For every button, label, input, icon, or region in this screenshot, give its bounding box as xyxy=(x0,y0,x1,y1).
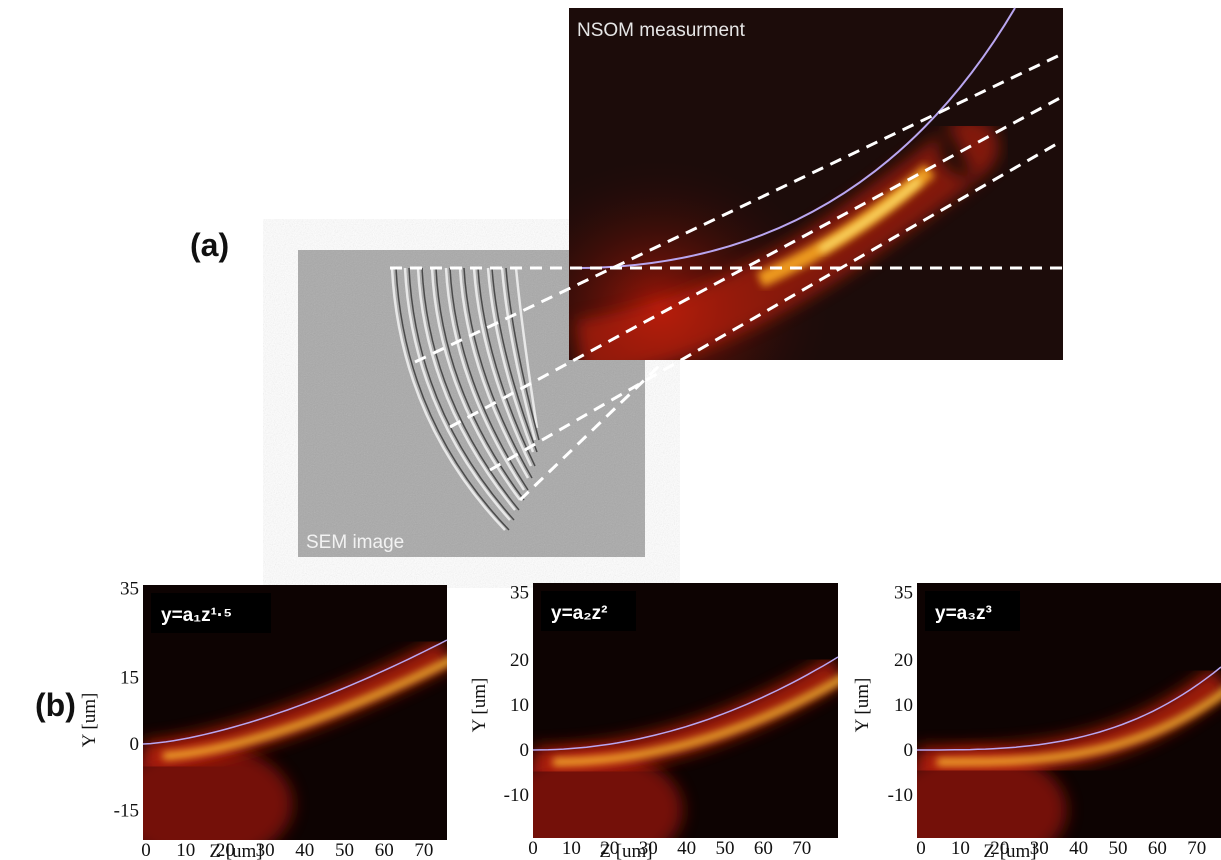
y-axis-label: Y [um] xyxy=(852,678,873,733)
x-axis-label: Z [um] xyxy=(983,841,1036,860)
x-tick-label: 50 xyxy=(1109,838,1128,859)
equation-box xyxy=(541,591,636,631)
x-tick-label: 70 xyxy=(1187,838,1206,859)
x-tick-label: 10 xyxy=(562,838,581,859)
y-tick-label: 35 xyxy=(894,583,913,604)
nsom-label: NSOM measurment xyxy=(577,20,746,41)
equation: y=a₃z³ xyxy=(935,603,992,624)
y-tick-label: 20 xyxy=(510,650,529,671)
x-tick-label: 60 xyxy=(375,840,394,860)
y-tick-label: 10 xyxy=(894,695,913,716)
equation: y=a₂z² xyxy=(551,603,608,624)
x-tick-label: 30 xyxy=(256,840,275,860)
equation: y=a₁z¹·⁵ xyxy=(161,605,232,626)
panel-label: (b) xyxy=(35,687,76,723)
trajectory xyxy=(532,656,839,751)
x-tick-label: 10 xyxy=(951,838,970,859)
x-tick-label: 40 xyxy=(677,838,696,859)
panel-label: (a) xyxy=(190,227,229,263)
x-tick-label: 10 xyxy=(176,840,195,860)
equation-box xyxy=(925,591,1020,631)
x-tick-label: 40 xyxy=(1069,838,1088,859)
x-tick-label: 50 xyxy=(335,840,354,860)
guide-lines xyxy=(390,53,1063,502)
x-axis-label: Z [um] xyxy=(599,841,652,860)
sem-label: SEM image xyxy=(306,532,404,553)
x-tick-label: 0 xyxy=(528,838,538,859)
sim-plot: y=a₃z³ 35 20 10 0 -10 0 10 20 30 40 50 60 70 Z [um] Y [… xyxy=(852,583,1221,860)
beam-core xyxy=(552,676,838,766)
x-tick-label: 60 xyxy=(1148,838,1167,859)
trajectory xyxy=(142,639,448,745)
x-axis-label: Z [um] xyxy=(209,841,262,860)
y-tick-label: 35 xyxy=(510,583,529,604)
glow xyxy=(143,744,293,840)
heatmap xyxy=(143,638,447,840)
y-axis-label: Y [um] xyxy=(79,693,100,748)
x-tick-label: 30 xyxy=(1030,838,1049,859)
x-tick-label: 40 xyxy=(295,840,314,860)
y-tick-label: 15 xyxy=(120,667,139,688)
heatmap xyxy=(917,667,1221,838)
y-tick-label: -10 xyxy=(888,785,913,806)
x-tick-label: 0 xyxy=(141,840,151,860)
sim-plot: y=a₂z² 35 20 10 0 -10 0 10 20 30 40 50 60 70 Z [um] Y [… xyxy=(469,583,839,860)
equation-box xyxy=(151,593,271,633)
y-tick-label: 10 xyxy=(510,695,529,716)
x-tick-label: 20 xyxy=(216,840,235,860)
x-tick-label: 30 xyxy=(639,838,658,859)
y-tick-label: 0 xyxy=(130,734,140,755)
heatmap xyxy=(533,656,838,838)
nsom-image: NSOM measurment xyxy=(569,7,1063,360)
y-tick-label: 20 xyxy=(894,650,913,671)
x-tick-label: 70 xyxy=(792,838,811,859)
x-tick-label: 70 xyxy=(414,840,433,860)
y-tick-label: 35 xyxy=(120,579,139,600)
y-tick-label: -15 xyxy=(114,801,139,822)
y-tick-label: 0 xyxy=(904,740,914,761)
beam-core xyxy=(162,657,447,760)
y-tick-label: 0 xyxy=(520,740,530,761)
x-tick-label: 0 xyxy=(916,838,926,859)
beam-core xyxy=(937,689,1221,766)
x-tick-label: 50 xyxy=(716,838,735,859)
x-tick-label: 20 xyxy=(600,838,619,859)
y-tick-label: -10 xyxy=(504,785,529,806)
y-axis-label: Y [um] xyxy=(469,678,490,733)
x-tick-label: 20 xyxy=(990,838,1009,859)
trajectory xyxy=(917,666,1221,751)
x-tick-label: 60 xyxy=(754,838,773,859)
